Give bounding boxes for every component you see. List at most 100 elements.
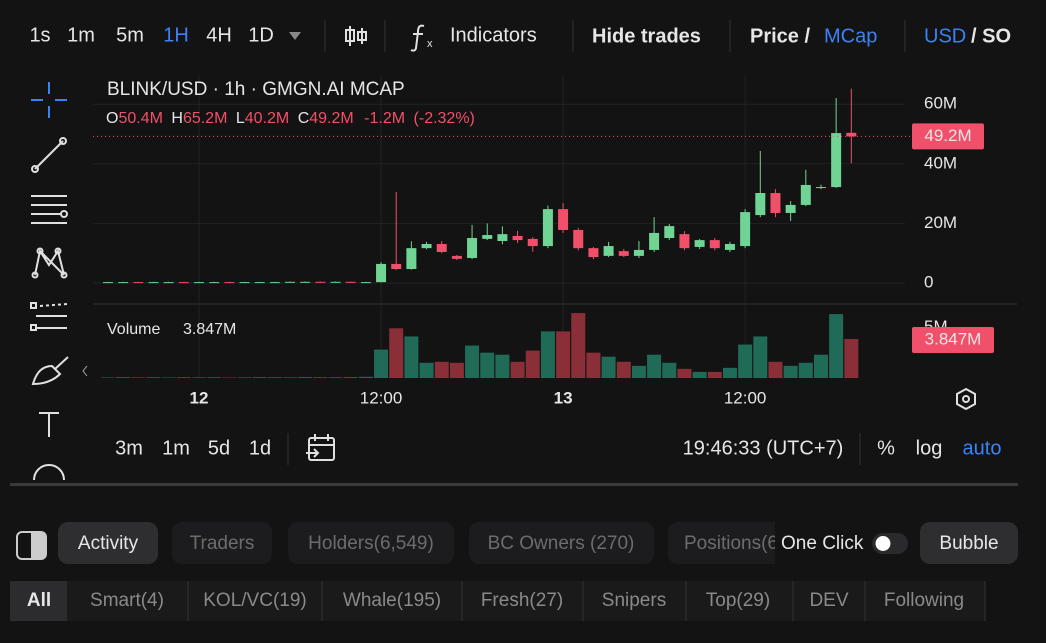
settings-icon[interactable] <box>956 387 976 411</box>
candle-icon[interactable] <box>345 26 367 46</box>
auto-toggle[interactable]: auto <box>963 437 1002 459</box>
candle-body <box>497 234 508 241</box>
filters: All Smart(4) KOL/VC(19) Whale(195) Fresh… <box>10 581 986 621</box>
filter[interactable]: Following <box>884 590 964 611</box>
filter[interactable]: Top(29) <box>706 590 770 611</box>
volume-bar <box>449 362 464 378</box>
crosshair-tool[interactable] <box>31 82 67 118</box>
candle-body <box>391 263 402 270</box>
volume-bar <box>556 331 571 378</box>
date-range-icon[interactable] <box>306 434 335 461</box>
tab[interactable] <box>469 522 654 564</box>
more-tool[interactable] <box>33 464 65 481</box>
volume-bar <box>116 377 131 378</box>
candle-body <box>178 282 189 284</box>
volume-bar <box>283 377 298 378</box>
volume-marker <box>912 326 994 353</box>
tab[interactable] <box>288 522 454 564</box>
candle-body <box>376 263 387 283</box>
volume-title: Volume <box>107 321 160 338</box>
ohlc-legend: O50.4M H65.2M L40.2M C49.2M -1.2M (-2.32… <box>106 110 475 127</box>
tab-active[interactable] <box>58 522 158 564</box>
filter[interactable]: DEV <box>809 590 848 611</box>
volume-bar <box>313 377 328 378</box>
bubble-button[interactable] <box>920 522 1018 564</box>
range[interactable]: 1m <box>162 437 190 459</box>
tab[interactable] <box>668 522 808 564</box>
divider <box>10 483 1018 486</box>
range[interactable]: 5d <box>208 437 230 459</box>
collapse-arrow[interactable] <box>82 365 88 377</box>
interval[interactable]: 1D <box>248 24 274 46</box>
tab[interactable]: Positions(6 <box>684 533 778 554</box>
volume-bar <box>237 377 252 378</box>
candle-body <box>831 133 842 188</box>
fx-icon[interactable]: x <box>410 24 433 52</box>
volume-bar <box>844 338 859 378</box>
filter[interactable]: Smart(4) <box>90 590 164 611</box>
tab[interactable] <box>172 522 272 564</box>
svg-text:x: x <box>427 38 433 50</box>
candle-body <box>603 246 614 256</box>
percent-toggle[interactable]: % <box>877 437 895 459</box>
candle-body <box>512 235 523 241</box>
candle-body <box>194 282 205 284</box>
brush-tool[interactable] <box>31 356 69 386</box>
volume-bar <box>813 354 828 378</box>
interval[interactable]: 5m <box>116 24 144 46</box>
price-marker <box>912 123 984 150</box>
range[interactable]: 3m <box>115 437 143 459</box>
sol-toggle[interactable]: / SO <box>971 25 1011 47</box>
interval[interactable]: 4H <box>206 24 232 46</box>
hide-trades-button[interactable]: Hide trades <box>592 25 701 47</box>
log-toggle[interactable]: log <box>916 437 943 459</box>
volume-bar <box>222 377 237 378</box>
interval-active[interactable]: 1H <box>163 24 189 46</box>
text-tool[interactable] <box>39 412 59 437</box>
fib-tool[interactable] <box>31 195 68 224</box>
volume-bar <box>768 361 783 378</box>
clock: 19:46:33 (UTC+7) <box>683 437 844 459</box>
filter[interactable]: Fresh(27) <box>481 590 563 611</box>
volume-bar <box>692 371 707 378</box>
usd-toggle[interactable]: USD <box>924 25 966 47</box>
y-tick-label: 40M <box>924 153 957 172</box>
volume-bar <box>647 354 662 378</box>
chart-footer: 3m 1m 5d 1d 19:46:33 (UTC+7) % log auto <box>115 433 1001 465</box>
filter[interactable]: KOL/VC(19) <box>203 590 306 611</box>
candle-body <box>558 209 569 230</box>
price-marker-label: 49.2M <box>924 126 971 145</box>
projection-tool[interactable] <box>30 302 68 331</box>
filter[interactable]: All <box>27 590 51 611</box>
filter[interactable]: Whale(195) <box>343 590 441 611</box>
interval[interactable]: 1s <box>29 24 50 46</box>
candle-body <box>709 240 720 249</box>
dropdown-caret[interactable] <box>289 32 301 40</box>
range[interactable]: 1d <box>249 437 271 459</box>
panel-toggle[interactable] <box>16 531 47 560</box>
volume-bar <box>328 377 343 378</box>
price-toggle[interactable]: Price / <box>750 25 810 47</box>
x-tick-label: 13 <box>554 388 573 407</box>
y-tick-label: 20M <box>924 213 957 232</box>
volume-bar <box>753 336 768 378</box>
line-tool[interactable] <box>31 137 67 173</box>
ohlc-key: H <box>171 110 183 127</box>
candle-body <box>618 251 629 256</box>
interval[interactable]: 1m <box>67 24 95 46</box>
filter-active[interactable] <box>10 581 67 621</box>
candle-body <box>482 235 493 239</box>
pattern-tool[interactable] <box>31 247 68 279</box>
volume-bar <box>434 361 449 378</box>
tab[interactable]: Traders <box>190 533 255 554</box>
ohlc-value: 50.4M <box>118 110 162 127</box>
tab[interactable]: BC Owners (270) <box>488 533 635 554</box>
bubble-label[interactable]: Bubble <box>939 533 998 554</box>
indicators-button[interactable]: Indicators <box>450 24 537 46</box>
tab[interactable]: Holders(6,549) <box>308 533 434 554</box>
filter[interactable]: Snipers <box>602 590 666 611</box>
tab[interactable]: Activity <box>78 533 139 554</box>
candle-body <box>102 282 113 284</box>
mcap-toggle[interactable]: MCap <box>824 25 877 47</box>
candle-body <box>345 281 356 283</box>
